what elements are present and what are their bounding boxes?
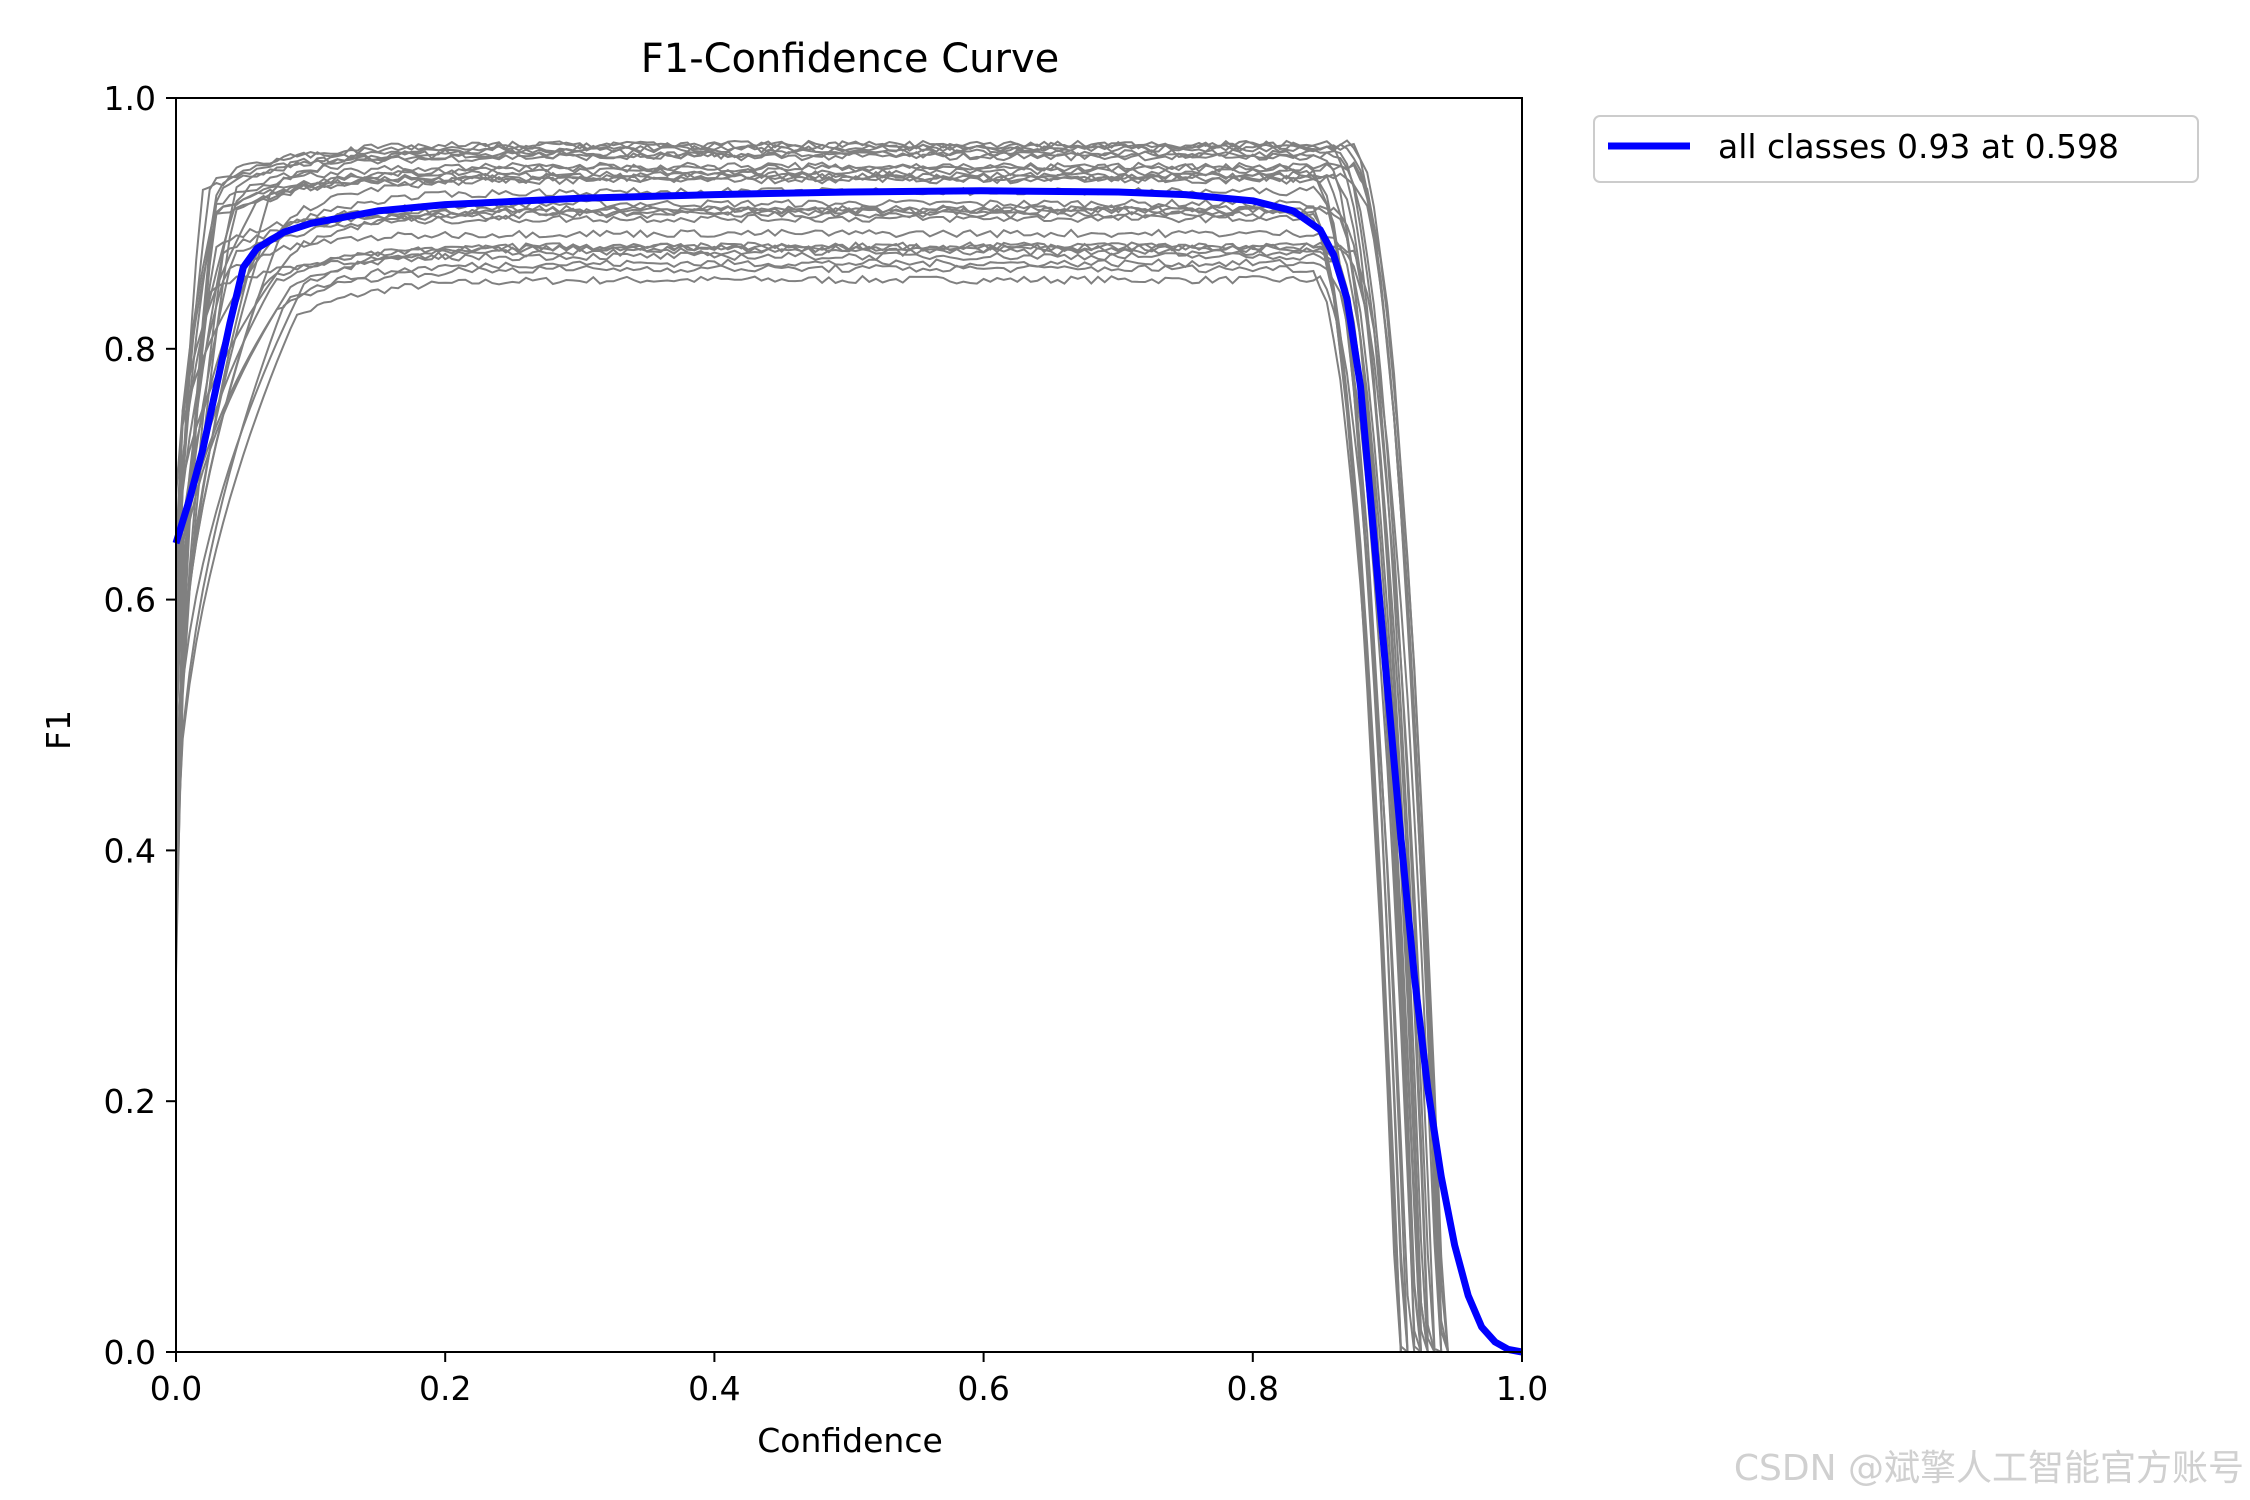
class-curve xyxy=(175,149,1436,1353)
y-tick-label: 0.2 xyxy=(104,1082,156,1121)
class-curve xyxy=(175,172,1449,1353)
class-curve xyxy=(175,210,1402,1353)
y-tick-label: 0.4 xyxy=(104,831,156,870)
x-tick-label: 0.2 xyxy=(419,1369,471,1408)
class-curve xyxy=(175,241,1443,1353)
class-curve xyxy=(175,148,1436,1353)
x-axis-ticks: 0.0 0.2 0.4 0.6 0.8 1.0 xyxy=(150,1352,1548,1408)
class-curve xyxy=(175,185,1409,1353)
class-curve xyxy=(175,173,1429,1353)
class-curve xyxy=(175,168,1409,1353)
x-tick-label: 0.8 xyxy=(1227,1369,1279,1408)
x-axis-title: Confidence xyxy=(757,1421,943,1460)
y-tick-label: 0.0 xyxy=(104,1333,156,1372)
y-axis-title: F1 xyxy=(39,710,78,750)
class-curve xyxy=(175,139,1443,1353)
y-tick-label: 0.6 xyxy=(104,581,156,620)
class-curve xyxy=(175,247,1422,1353)
class-curve xyxy=(175,263,1409,1353)
y-tick-label: 0.8 xyxy=(104,330,156,369)
plot-frame xyxy=(175,97,1523,1353)
class-curve xyxy=(175,251,1422,1353)
class-curve xyxy=(175,161,1449,1353)
class-curve xyxy=(175,139,1429,1353)
class-curve xyxy=(175,241,1442,1353)
class-curve xyxy=(175,204,1429,1353)
per-class-curves xyxy=(175,139,1449,1353)
y-axis-ticks: 0.0 0.2 0.4 0.6 0.8 1.0 xyxy=(104,79,176,1372)
y-tick-label: 1.0 xyxy=(104,79,156,118)
class-curve xyxy=(175,258,1422,1353)
watermark: CSDN @斌擎人工智能官方账号 xyxy=(1734,1448,2244,1489)
x-tick-label: 0.6 xyxy=(957,1369,1009,1408)
class-curve xyxy=(175,213,1402,1353)
class-curve xyxy=(175,228,1429,1353)
chart-title: F1-Confidence Curve xyxy=(641,36,1060,82)
class-curve xyxy=(175,198,1402,1353)
class-curve xyxy=(175,162,1449,1353)
class-curve xyxy=(175,166,1409,1353)
class-curve xyxy=(175,174,1422,1353)
x-tick-label: 1.0 xyxy=(1496,1369,1548,1408)
class-curve xyxy=(175,243,1422,1353)
class-curve xyxy=(175,206,1436,1353)
x-tick-label: 0.0 xyxy=(150,1369,202,1408)
all-classes-curve-group xyxy=(172,187,1523,1356)
x-tick-label: 0.4 xyxy=(688,1369,740,1408)
class-curve xyxy=(175,205,1402,1353)
class-curve xyxy=(175,274,1416,1353)
legend-label: all classes 0.93 at 0.598 xyxy=(1718,127,2119,166)
class-curve xyxy=(175,142,1449,1353)
all-classes-curve xyxy=(172,187,1523,1356)
legend-box xyxy=(1593,115,2199,183)
class-curve xyxy=(175,151,1422,1353)
class-curve xyxy=(175,143,1443,1353)
legend: all classes 0.93 at 0.598 xyxy=(1593,115,2199,183)
